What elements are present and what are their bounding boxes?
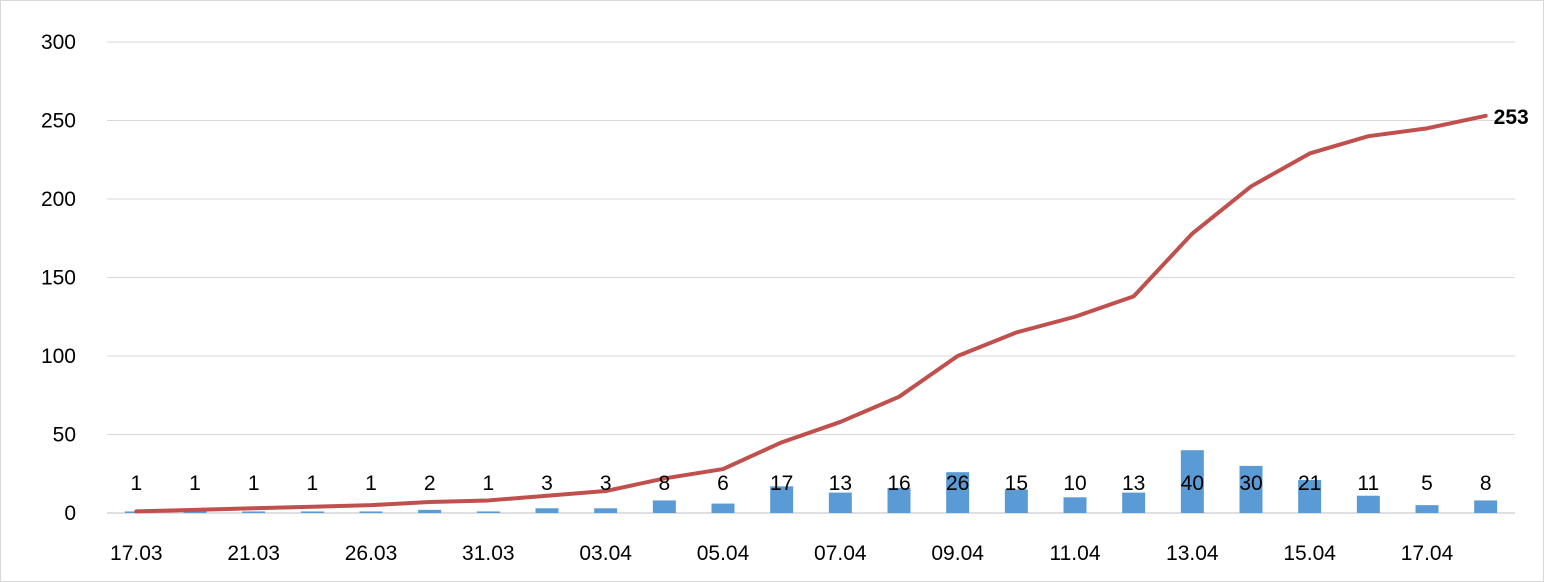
bar-data-label: 2 — [424, 472, 436, 495]
bar-data-label: 15 — [1005, 472, 1028, 495]
x-tick-label: 21.03 — [227, 542, 280, 565]
bar — [359, 511, 383, 513]
bar — [770, 486, 794, 513]
line-end-value-label: 253 — [1494, 106, 1529, 129]
bar — [1063, 497, 1087, 513]
x-tick-label: 07.04 — [814, 542, 867, 565]
y-tick-label: 50 — [53, 424, 76, 447]
bar — [1239, 465, 1263, 513]
bar — [476, 511, 500, 513]
y-tick-label: 250 — [41, 110, 76, 133]
y-tick-label: 100 — [41, 345, 76, 368]
bar — [535, 508, 559, 513]
x-tick-label: 26.03 — [345, 542, 398, 565]
bar — [887, 487, 911, 513]
bar — [594, 508, 618, 513]
bar-data-label: 16 — [887, 472, 910, 495]
x-tick-label: 05.04 — [697, 542, 750, 565]
bar-data-label: 21 — [1298, 472, 1321, 495]
bar-data-label: 26 — [946, 472, 969, 495]
y-tick-label: 150 — [41, 267, 76, 290]
bar-data-label: 10 — [1063, 472, 1086, 495]
bar — [711, 503, 735, 513]
bar — [946, 472, 970, 513]
bar-data-label: 1 — [306, 472, 318, 495]
bar-data-label: 8 — [1480, 472, 1492, 495]
x-tick-label: 31.03 — [462, 542, 515, 565]
x-axis-ticks: 17.03 21.03 26.03 31.03 03.04 05.04 07.04 09.04… — [110, 542, 1454, 565]
bar-data-label: 1 — [482, 472, 494, 495]
line-end-label: 253 — [1494, 106, 1529, 129]
bar-data-label: 17 — [770, 472, 793, 495]
bar — [1122, 492, 1146, 513]
x-tick-label: 11.04 — [1050, 542, 1101, 565]
bar-data-label: 13 — [1122, 472, 1145, 495]
x-tick-label: 13.04 — [1166, 542, 1219, 565]
bar — [1356, 495, 1380, 513]
bar-data-label: 11 — [1357, 472, 1379, 495]
bar — [183, 511, 207, 513]
gridlines — [107, 41, 1515, 514]
bar — [1180, 450, 1204, 513]
x-tick-label: 17.03 — [110, 542, 163, 565]
x-tick-label: 17.04 — [1401, 542, 1454, 565]
y-axis-ticks: 0 50 100 150 200 250 300 — [41, 31, 76, 525]
bar — [1415, 505, 1439, 513]
y-tick-label: 300 — [41, 31, 76, 54]
y-tick-label: 0 — [64, 502, 76, 525]
cumulative-line — [134, 113, 1488, 514]
bar — [1474, 500, 1498, 513]
x-tick-label: 15.04 — [1283, 542, 1336, 565]
bar-data-label: 40 — [1181, 472, 1204, 495]
bar-data-label: 1 — [189, 472, 201, 495]
bar — [1004, 489, 1028, 513]
x-tick-label: 09.04 — [931, 542, 984, 565]
bar-data-label: 1 — [130, 472, 142, 495]
bar-data-label: 6 — [717, 472, 729, 495]
bar-data-label: 8 — [658, 472, 670, 495]
bar — [1298, 480, 1322, 513]
bar-data-label: 1 — [365, 472, 377, 495]
y-tick-label: 200 — [41, 188, 76, 211]
bar-data-label: 30 — [1239, 472, 1262, 495]
bar — [418, 509, 442, 513]
bar-data-label: 3 — [600, 472, 612, 495]
bar-data-label: 5 — [1421, 472, 1433, 495]
bar — [652, 500, 676, 513]
bar-series — [124, 450, 1498, 513]
bar-data-label: 1 — [248, 472, 260, 495]
bar — [828, 492, 852, 513]
line-series — [134, 113, 1488, 514]
bar-data-label: 3 — [541, 472, 553, 495]
bar — [300, 511, 324, 513]
bar-data-label: 13 — [829, 472, 852, 495]
bar-data-labels: 1 1 1 1 1 2 1 3 3 8 6 17 13 16 26 15 10 13 40 30 21 11 5 8 — [130, 472, 1491, 495]
bar — [242, 511, 266, 513]
x-tick-label: 03.04 — [579, 542, 632, 565]
